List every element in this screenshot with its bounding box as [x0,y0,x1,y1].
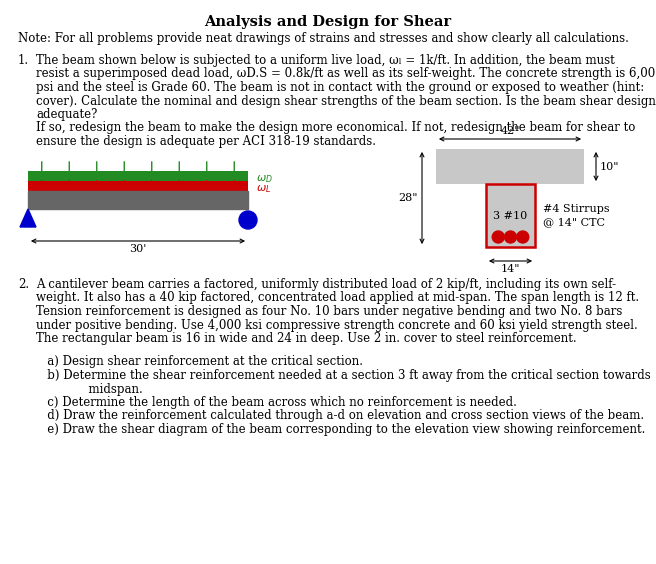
Text: b) Determine the shear reinforcement needed at a section 3 ft away from the crit: b) Determine the shear reinforcement nee… [36,369,651,382]
Text: a) Design shear reinforcement at the critical section.: a) Design shear reinforcement at the cri… [36,355,363,368]
Text: e) Draw the shear diagram of the beam corresponding to the elevation view showin: e) Draw the shear diagram of the beam co… [36,423,646,436]
Text: cover). Calculate the nominal and design shear strengths of the beam section. Is: cover). Calculate the nominal and design… [36,95,656,108]
Polygon shape [20,209,36,227]
Text: d) Draw the reinforcement calculated through a-d on elevation and cross section : d) Draw the reinforcement calculated thr… [36,409,644,422]
Text: Tension reinforcement is designed as four No. 10 bars under negative bending and: Tension reinforcement is designed as fou… [36,305,623,318]
Circle shape [492,231,504,243]
Text: If so, redesign the beam to make the design more economical. If not, redesign th: If so, redesign the beam to make the des… [36,121,636,134]
Text: The rectangular beam is 16 in wide and 24 in deep. Use 2 in. cover to steel rein: The rectangular beam is 16 in wide and 2… [36,332,577,345]
Text: 30': 30' [129,244,147,254]
Circle shape [517,231,529,243]
Text: 42": 42" [501,126,520,136]
Bar [486,184,535,247]
Text: 2.: 2. [18,278,29,291]
Bar [436,149,584,184]
Text: The beam shown below is subjected to a uniform live load, ωₗ = 1k/ft. In additio: The beam shown below is subjected to a u… [36,54,615,67]
Text: under positive bending. Use 4,000 ksi compressive strength concrete and 60 ksi y: under positive bending. Use 4,000 ksi co… [36,319,638,332]
Text: Note: For all problems provide neat drawings of strains and stresses and show cl: Note: For all problems provide neat draw… [18,32,629,45]
Text: psi and the steel is Grade 60. The beam is not in contact with the ground or exp: psi and the steel is Grade 60. The beam … [36,81,644,94]
Text: resist a superimposed dead load, ωD.S = 0.8k/ft as well as its self-weight. The : resist a superimposed dead load, ωD.S = … [36,68,656,81]
Circle shape [239,211,257,229]
Bar [28,171,248,181]
Text: 14": 14" [501,264,520,274]
Text: Analysis and Design for Shear: Analysis and Design for Shear [205,15,451,29]
Text: 28": 28" [398,193,418,203]
Text: midspan.: midspan. [36,382,143,395]
Text: adequate?: adequate? [36,108,97,121]
Text: $\omega_L$: $\omega_L$ [256,183,271,195]
Text: $\omega_D$: $\omega_D$ [256,173,273,185]
Text: 3 #10: 3 #10 [493,211,527,221]
Text: 10": 10" [600,161,619,171]
Text: ensure the design is adequate per ACI 318-19 standards.: ensure the design is adequate per ACI 31… [36,135,376,148]
Circle shape [504,231,516,243]
Text: A cantilever beam carries a factored, uniformly distributed load of 2 kip/ft, in: A cantilever beam carries a factored, un… [36,278,616,291]
Text: 1.: 1. [18,54,29,67]
Bar [28,181,248,191]
Bar [28,191,248,209]
Text: #4 Stirrups
@ 14" CTC: #4 Stirrups @ 14" CTC [543,204,609,227]
Text: c) Determine the length of the beam across which no reinforcement is needed.: c) Determine the length of the beam acro… [36,396,517,409]
Bar [486,184,535,247]
Text: weight. It also has a 40 kip factored, concentrated load applied at mid-span. Th: weight. It also has a 40 kip factored, c… [36,292,639,305]
